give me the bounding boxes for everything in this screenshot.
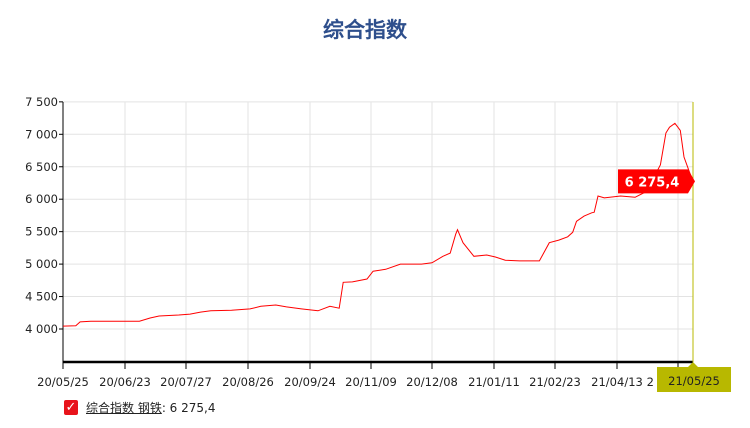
legend-checkbox[interactable]: ✓ — [64, 400, 78, 415]
y-tick-label: 7 500 — [25, 95, 58, 109]
y-tick-label: 5 000 — [25, 257, 58, 271]
y-tick-label: 4 500 — [25, 290, 58, 304]
x-tick-label: 21/02/23 — [529, 375, 581, 389]
x-tick-label: 20/06/23 — [99, 375, 151, 389]
y-tick-label: 6 000 — [25, 192, 58, 206]
chart-title: 综合指数 — [323, 17, 407, 42]
x-tick-label: 20/09/24 — [284, 375, 336, 389]
x-tick-label: 20/08/26 — [222, 375, 274, 389]
x-tick-label: 2 — [647, 375, 654, 389]
y-tick-label: 5 500 — [25, 225, 58, 239]
x-tick-label: 21/01/11 — [468, 375, 520, 389]
series-line — [62, 122, 694, 327]
legend-series-name[interactable]: 综合指数 钢铁 — [86, 401, 162, 415]
x-tick-label: 20/07/27 — [160, 375, 212, 389]
value-tooltip-label: 6 275,4 — [625, 175, 680, 190]
legend-item[interactable]: ✓ 综合指数 钢铁 : 6 275,4 — [64, 399, 216, 416]
x-tick-label: 21/04/13 — [591, 375, 643, 389]
y-tick-label: 6 500 — [25, 160, 58, 174]
y-tick-label: 7 000 — [25, 127, 58, 141]
x-tick-label: 20/11/09 — [345, 375, 397, 389]
legend-series-value: : 6 275,4 — [161, 400, 216, 415]
value-tooltip-box — [618, 169, 695, 194]
line-chart: 4 000 4 500 5 000 5 500 6 000 6 500 7 000 7 500… — [25, 95, 731, 392]
x-tick-label: 20/12/08 — [406, 375, 458, 389]
y-tick-label: 4 000 — [25, 322, 58, 336]
date-tooltip-label: 21/05/25 — [668, 374, 720, 388]
date-tooltip-box — [657, 362, 731, 392]
x-tick-label: 20/05/25 — [37, 375, 89, 389]
